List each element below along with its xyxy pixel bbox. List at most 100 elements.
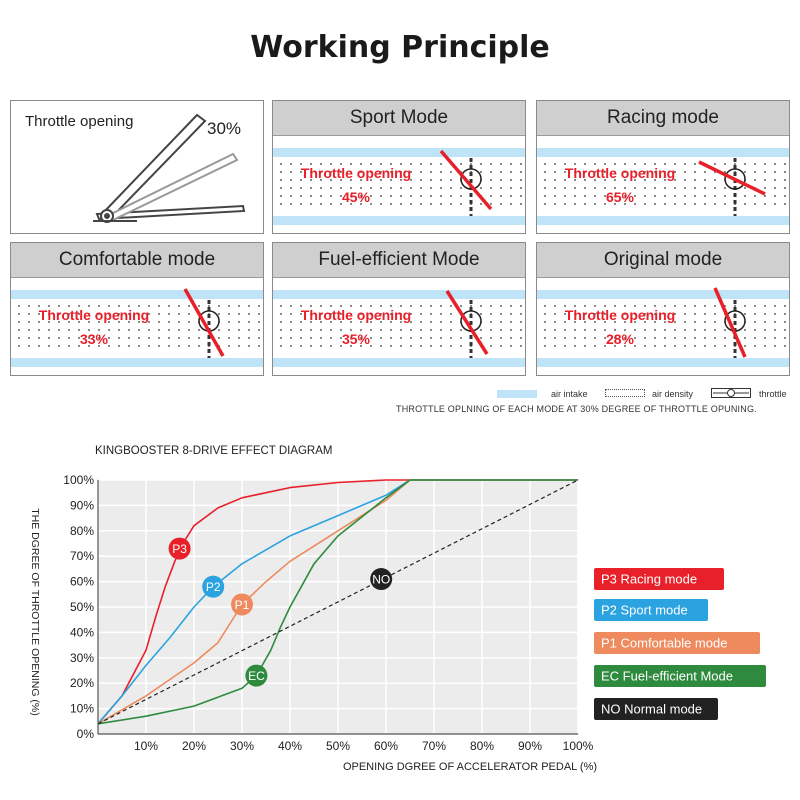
air-density-dot	[594, 337, 596, 339]
x-tick-label: 10%	[134, 739, 158, 753]
air-density-dot	[420, 163, 422, 165]
air-density-dot	[370, 337, 372, 339]
air-density-dot	[564, 163, 566, 165]
air-density-dot	[118, 313, 120, 315]
air-density-dot	[300, 171, 302, 173]
air-density-dot	[28, 329, 30, 331]
air-density-dot	[664, 195, 666, 197]
air-density-dot	[704, 321, 706, 323]
air-density-dot	[500, 345, 502, 347]
air-density-dot	[88, 345, 90, 347]
air-density-dot	[684, 313, 686, 315]
air-density-dot	[430, 187, 432, 189]
air-density-dot	[574, 195, 576, 197]
air-density-dot	[470, 305, 472, 307]
air-density-dot	[410, 187, 412, 189]
air-density-dot	[108, 329, 110, 331]
legend-entry-label: P2 Sport mode	[601, 603, 688, 618]
x-tick-label: 70%	[422, 739, 446, 753]
air-density-dot	[330, 171, 332, 173]
air-density-dot	[614, 195, 616, 197]
air-density-dot	[228, 337, 230, 339]
air-density-dot	[158, 329, 160, 331]
air-density-dot	[118, 321, 120, 323]
air-density-dot	[350, 321, 352, 323]
mode-throttle-label: Throttle opening	[564, 165, 676, 181]
air-density-dot	[450, 179, 452, 181]
air-density-dot	[310, 329, 312, 331]
series-marker-p2	[202, 575, 225, 598]
air-density-dot	[390, 195, 392, 197]
air-density-dot	[340, 345, 342, 347]
air-density-dot	[98, 321, 100, 323]
air-density-dot	[440, 203, 442, 205]
mode-panel-title: Comfortable mode	[11, 243, 263, 278]
air-density-dot	[58, 345, 60, 347]
air-density-dot	[500, 337, 502, 339]
air-density-dot	[764, 163, 766, 165]
air-density-dot	[370, 345, 372, 347]
air-density-dot	[430, 179, 432, 181]
air-density-dot	[664, 337, 666, 339]
legend-entry-label: NO Normal mode	[601, 702, 702, 717]
air-density-dot	[714, 305, 716, 307]
air-density-dot	[380, 163, 382, 165]
air-density-dot	[320, 337, 322, 339]
air-density-dot	[158, 345, 160, 347]
air-density-dot	[410, 179, 412, 181]
air-density-dot	[500, 305, 502, 307]
air-density-dot	[764, 195, 766, 197]
air-density-dot	[554, 163, 556, 165]
air-density-dot	[500, 195, 502, 197]
air-density-dot	[390, 203, 392, 205]
air-density-dot	[330, 305, 332, 307]
air-density-dot	[554, 337, 556, 339]
air-density-dot	[654, 179, 656, 181]
air-density-dot	[198, 329, 200, 331]
air-density-dot	[228, 345, 230, 347]
air-density-dot	[208, 305, 210, 307]
y-tick-label: 60%	[70, 575, 94, 589]
air-density-dot	[784, 187, 786, 189]
air-density-dot	[290, 187, 292, 189]
air-density-dot	[784, 345, 786, 347]
air-density-dot	[148, 321, 150, 323]
air-density-dot	[198, 337, 200, 339]
air-density-dot	[654, 163, 656, 165]
air-density-dot	[420, 203, 422, 205]
air-density-dot	[258, 305, 260, 307]
air-density-dot	[604, 187, 606, 189]
air-density-dot	[390, 329, 392, 331]
air-density-dot	[674, 203, 676, 205]
air-density-dot	[614, 329, 616, 331]
air-density-dot	[664, 313, 666, 315]
air-density-dot	[714, 329, 716, 331]
air-density-dot	[410, 313, 412, 315]
air-density-dot	[594, 329, 596, 331]
air-density-dot	[684, 179, 686, 181]
air-density-dot	[400, 171, 402, 173]
air-density-dot	[460, 187, 462, 189]
air-density-dot	[310, 195, 312, 197]
air-density-dot	[360, 195, 362, 197]
air-density-dot	[340, 163, 342, 165]
air-density-dot	[350, 329, 352, 331]
air-density-dot	[544, 171, 546, 173]
air-density-dot	[420, 313, 422, 315]
air-density-dot	[48, 329, 50, 331]
air-density-dot	[128, 337, 130, 339]
air-density-dot	[500, 313, 502, 315]
air-density-dot	[228, 329, 230, 331]
mode-throttle-value: 65%	[605, 189, 635, 205]
air-density-dot	[774, 187, 776, 189]
air-density-dot	[340, 195, 342, 197]
air-density-dot	[450, 321, 452, 323]
mode-panel-original: Original mode Throttle opening 28%	[536, 242, 790, 376]
air-density-dot	[724, 345, 726, 347]
air-density-dot	[604, 305, 606, 307]
air-density-dot	[624, 337, 626, 339]
air-density-dot	[108, 345, 110, 347]
air-density-dot	[774, 203, 776, 205]
air-density-dot	[38, 321, 40, 323]
air-density-dot	[564, 179, 566, 181]
